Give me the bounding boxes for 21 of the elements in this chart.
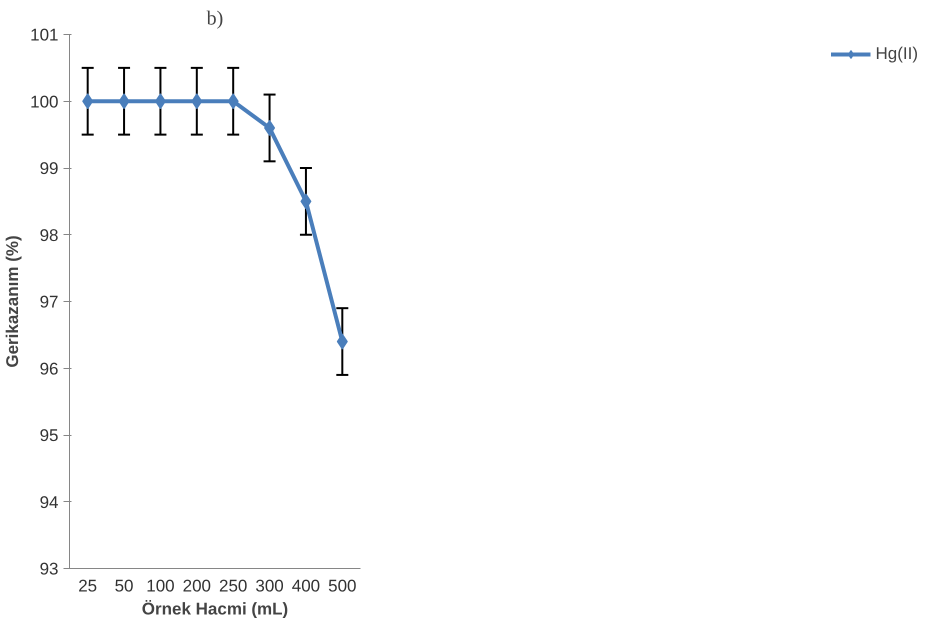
y-tick-label: 101 [30,26,59,44]
y-tick-label: 97 [40,292,59,312]
chart-title: b) [206,8,224,30]
x-tick-label: 250 [219,576,248,596]
x-tick-label: 25 [78,576,98,596]
y-tick-label: 99 [40,159,59,178]
x-axis-title: Örnek Hacmi (mL) [142,600,288,618]
y-tick-label: 93 [40,560,59,578]
x-tick-label: 200 [182,576,212,596]
y-tick-label: 96 [40,359,59,378]
legend-label: Hg(II) [876,44,918,64]
x-tick-label: 500 [328,576,357,596]
y-tick-label: 100 [30,92,59,112]
y-axis-title: Gerikazanım (%) [3,235,22,368]
x-tick-label: 400 [292,576,320,596]
y-tick-label: 98 [40,226,59,245]
x-tick-label: 100 [146,576,175,596]
x-tick-label: 50 [114,576,134,596]
y-tick-label: 95 [40,426,59,445]
y-tick-label: 94 [40,492,59,512]
x-tick-label: 300 [255,576,284,596]
